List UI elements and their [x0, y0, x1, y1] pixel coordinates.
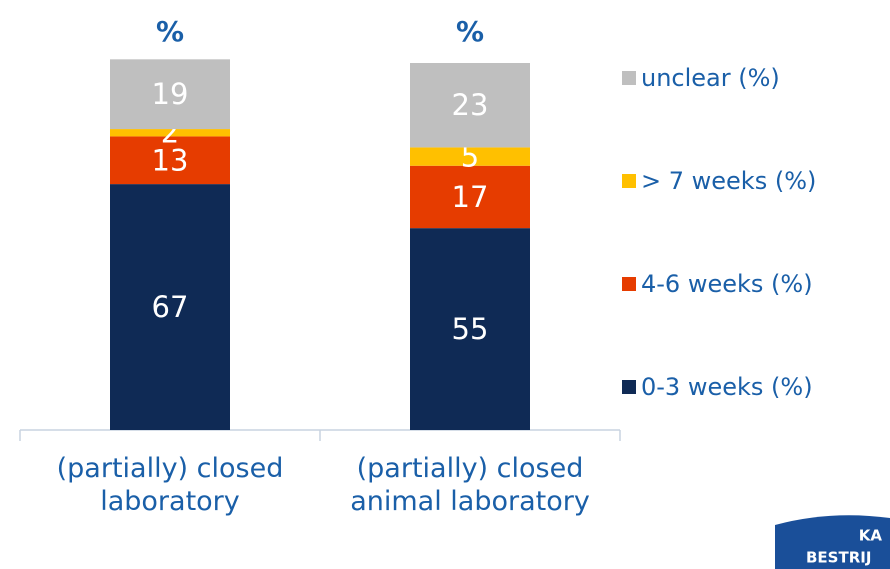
legend-label: 4-6 weeks (%) [641, 270, 813, 298]
bar-segment [110, 129, 230, 137]
bar-segment [410, 63, 530, 148]
bar-segment [410, 228, 530, 430]
value-label: 13 [152, 143, 189, 177]
legend-label: unclear (%) [641, 64, 780, 92]
legend-swatch [622, 71, 636, 85]
annotation: % [156, 15, 184, 48]
x-tick-label: (partially) closed animal laboratory [350, 453, 590, 517]
bar-segment [410, 165, 530, 229]
value-label: 55 [452, 312, 489, 346]
legend-swatch [622, 277, 636, 291]
legend-swatch [622, 174, 636, 188]
legend-label: 0-3 weeks (%) [641, 373, 813, 401]
x-tick-label: (partially) closed laboratory [56, 453, 284, 517]
bar-segment [110, 184, 230, 430]
bar-segment [110, 136, 230, 185]
value-label: 17 [452, 180, 489, 214]
bar-segment [110, 59, 230, 130]
logo-text: KA [859, 527, 883, 545]
legend-label: > 7 weeks (%) [641, 167, 816, 195]
value-label: 19 [152, 77, 189, 111]
logo-shape [775, 515, 890, 569]
value-label: 23 [452, 88, 489, 122]
annotation: % [456, 15, 484, 48]
value-label: 67 [152, 290, 189, 324]
logo-text: BESTRIJ [806, 549, 871, 567]
legend-swatch [622, 380, 636, 394]
value-label: 5 [461, 140, 479, 174]
bar-segment [410, 147, 530, 166]
